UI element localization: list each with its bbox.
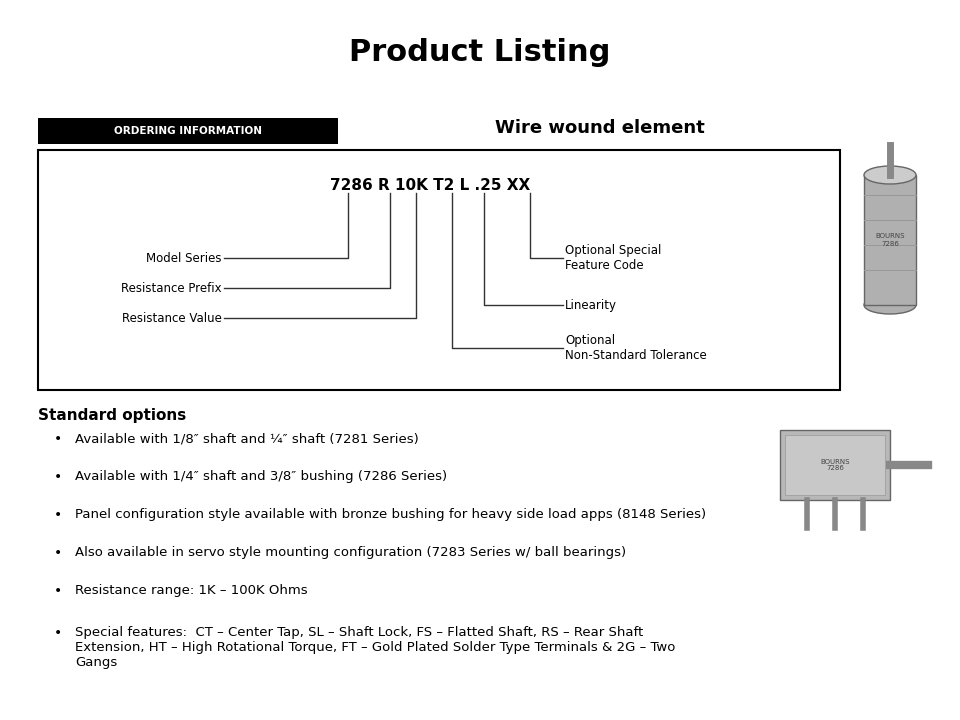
Text: Resistance Prefix: Resistance Prefix [121,282,222,294]
Bar [785,435,885,495]
Text: •: • [54,626,62,640]
Bar [38,118,338,144]
Text: Wire wound element: Wire wound element [495,119,705,137]
Text: Panel configuration style available with bronze bushing for heavy side load apps: Panel configuration style available with… [75,508,707,521]
Text: •: • [54,546,62,560]
Bar [864,175,916,305]
Text: Special features:  CT – Center Tap, SL – Shaft Lock, FS – Flatted Shaft, RS – Re: Special features: CT – Center Tap, SL – … [75,626,676,669]
Text: Optional
Non-Standard Tolerance: Optional Non-Standard Tolerance [565,334,707,362]
Text: Available with 1/4″ shaft and 3/8″ bushing (7286 Series): Available with 1/4″ shaft and 3/8″ bushi… [75,470,447,483]
Text: •: • [54,432,62,446]
Text: Resistance Value: Resistance Value [122,312,222,325]
Text: ORDERING INFORMATION: ORDERING INFORMATION [114,126,262,136]
Text: Also available in servo style mounting configuration (7283 Series w/ ball bearin: Also available in servo style mounting c… [75,546,626,559]
Text: Resistance range: 1K – 100K Ohms: Resistance range: 1K – 100K Ohms [75,584,307,597]
Text: Standard options: Standard options [38,408,186,423]
Text: Product Listing: Product Listing [349,38,611,67]
Text: BOURNS
7286: BOURNS 7286 [820,459,850,472]
Text: •: • [54,508,62,522]
Text: •: • [54,584,62,598]
Bar [780,430,890,500]
Text: Linearity: Linearity [565,299,617,312]
Ellipse shape [864,166,916,184]
Text: BOURNS
7286: BOURNS 7286 [876,233,904,246]
Bar [38,150,840,390]
Text: •: • [54,470,62,484]
Text: Optional Special
Feature Code: Optional Special Feature Code [565,244,661,272]
Text: Available with 1/8″ shaft and ¼″ shaft (7281 Series): Available with 1/8″ shaft and ¼″ shaft (… [75,432,419,445]
Text: Model Series: Model Series [147,251,222,264]
Text: 7286 R 10K T2 L .25 XX: 7286 R 10K T2 L .25 XX [330,178,530,192]
Ellipse shape [864,296,916,314]
